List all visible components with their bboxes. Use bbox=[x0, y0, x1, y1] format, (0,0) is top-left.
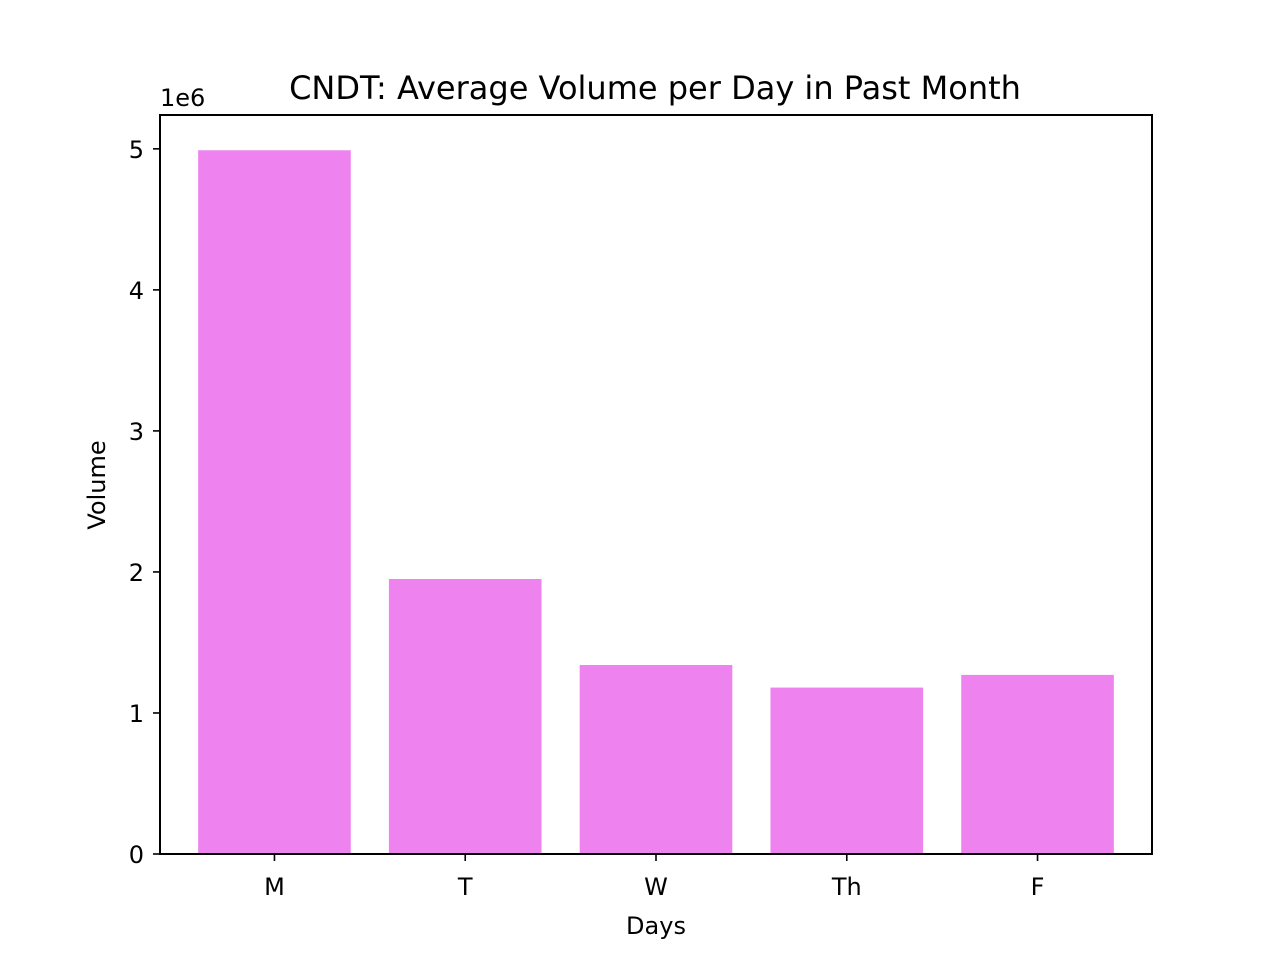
bar-th bbox=[770, 687, 924, 854]
y-tick-label: 2 bbox=[129, 559, 144, 587]
bar-t bbox=[388, 578, 542, 854]
bar-w bbox=[579, 665, 733, 854]
x-tick-label: F bbox=[1031, 873, 1045, 901]
y-tick-label: 3 bbox=[129, 418, 144, 446]
bar-f bbox=[961, 674, 1114, 854]
x-axis-ticks: M T W Th F bbox=[264, 854, 1044, 901]
y-axis-label: Volume bbox=[83, 440, 111, 529]
y-axis-ticks: 0 1 2 3 4 5 bbox=[129, 136, 160, 869]
x-tick-label: T bbox=[457, 873, 473, 901]
bar-series bbox=[198, 150, 1114, 854]
x-axis-label: Days bbox=[626, 912, 686, 940]
y-axis-multiplier: 1e6 bbox=[160, 84, 205, 112]
y-tick-label: 1 bbox=[129, 700, 144, 728]
y-tick-label: 5 bbox=[129, 136, 144, 164]
y-tick-label: 0 bbox=[129, 841, 144, 869]
y-tick-label: 4 bbox=[129, 277, 144, 305]
chart-title: CNDT: Average Volume per Day in Past Mon… bbox=[289, 69, 1021, 107]
plot-area-frame bbox=[159, 114, 1153, 855]
x-tick-label: W bbox=[644, 873, 668, 901]
x-tick-label: M bbox=[264, 873, 285, 901]
bar-m bbox=[198, 150, 351, 854]
x-tick-label: Th bbox=[831, 873, 862, 901]
